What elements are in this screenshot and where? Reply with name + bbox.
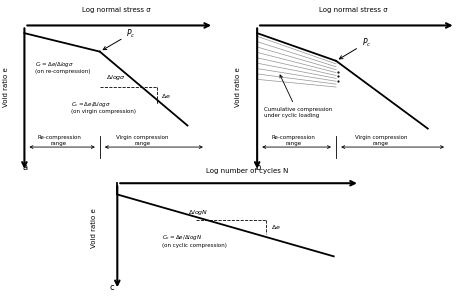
Text: Re-compression
range: Re-compression range <box>37 135 81 146</box>
Text: Virgin compression
range: Virgin compression range <box>117 135 169 146</box>
Text: $P_c$: $P_c$ <box>103 27 136 50</box>
Text: b: b <box>255 163 260 172</box>
Text: $C_n = \Delta e/\Delta logN$
(on cyclic compression): $C_n = \Delta e/\Delta logN$ (on cyclic … <box>162 233 227 248</box>
Text: Void ratio e: Void ratio e <box>3 67 9 107</box>
Text: a: a <box>22 163 27 172</box>
Text: c: c <box>109 283 114 292</box>
Text: Log normal stress σ: Log normal stress σ <box>319 7 387 13</box>
Text: $\Delta log\sigma$: $\Delta log\sigma$ <box>106 73 126 82</box>
Text: $C_c = \Delta e/\Delta log\sigma$
(on virgin compression): $C_c = \Delta e/\Delta log\sigma$ (on vi… <box>71 100 137 115</box>
Text: Re-compression
range: Re-compression range <box>272 135 315 146</box>
Text: $P_c$: $P_c$ <box>339 36 371 59</box>
Text: Log normal stress σ: Log normal stress σ <box>82 7 150 13</box>
Text: Cumulative compression
under cyclic loading: Cumulative compression under cyclic load… <box>264 75 332 118</box>
Text: $C_r = \Delta e/\Delta log\sigma$
(on re-compression): $C_r = \Delta e/\Delta log\sigma$ (on re… <box>35 59 90 74</box>
Text: Void ratio e: Void ratio e <box>91 208 97 248</box>
Text: $\Delta e$: $\Delta e$ <box>271 223 281 231</box>
Text: $\Delta logN$: $\Delta logN$ <box>188 208 208 217</box>
Text: Virgin compression
range: Virgin compression range <box>355 135 407 146</box>
Text: Log number of cycles N: Log number of cycles N <box>207 168 289 174</box>
Text: $\Delta e$: $\Delta e$ <box>161 92 171 100</box>
Text: Void ratio e: Void ratio e <box>235 67 241 107</box>
